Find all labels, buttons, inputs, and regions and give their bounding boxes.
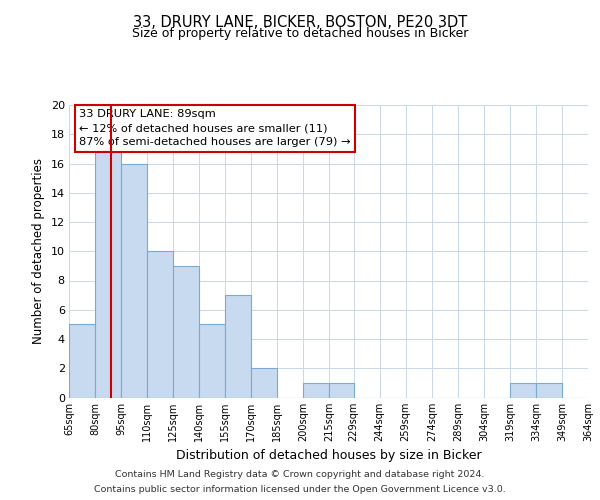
Bar [251,368,277,398]
Bar [510,383,536,398]
Bar [147,252,173,398]
Bar [536,383,562,398]
Bar [304,383,329,398]
Bar [95,149,121,398]
Text: Contains HM Land Registry data © Crown copyright and database right 2024.: Contains HM Land Registry data © Crown c… [115,470,485,479]
Bar [199,324,225,398]
Bar [69,324,95,398]
Bar [121,164,147,398]
Text: Contains public sector information licensed under the Open Government Licence v3: Contains public sector information licen… [94,485,506,494]
X-axis label: Distribution of detached houses by size in Bicker: Distribution of detached houses by size … [176,450,481,462]
Y-axis label: Number of detached properties: Number of detached properties [32,158,45,344]
Text: 33 DRURY LANE: 89sqm
← 12% of detached houses are smaller (11)
87% of semi-detac: 33 DRURY LANE: 89sqm ← 12% of detached h… [79,110,351,148]
Bar [329,383,353,398]
Text: Size of property relative to detached houses in Bicker: Size of property relative to detached ho… [132,28,468,40]
Bar [173,266,199,398]
Text: 33, DRURY LANE, BICKER, BOSTON, PE20 3DT: 33, DRURY LANE, BICKER, BOSTON, PE20 3DT [133,15,467,30]
Bar [225,295,251,398]
